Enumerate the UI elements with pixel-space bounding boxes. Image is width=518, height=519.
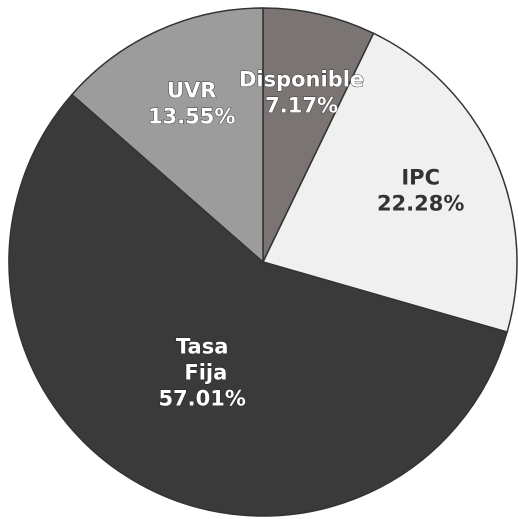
slice-label: Tasa Fija [176, 334, 228, 384]
pie-slice [70, 7, 264, 264]
slice-value-label: 7.17% [265, 94, 338, 118]
slice-value-label: 57.01% [158, 386, 245, 410]
slice-value-label: 22.28% [377, 191, 464, 215]
pie-slice [262, 7, 375, 263]
slice-label: IPC [401, 165, 440, 189]
slice-label: UVR [167, 79, 216, 103]
slice-value-label: 13.55% [148, 105, 235, 129]
slice-label: Disponible [239, 68, 364, 92]
pie-slice [8, 93, 509, 517]
pie [8, 7, 518, 517]
pie-slice [261, 32, 518, 333]
